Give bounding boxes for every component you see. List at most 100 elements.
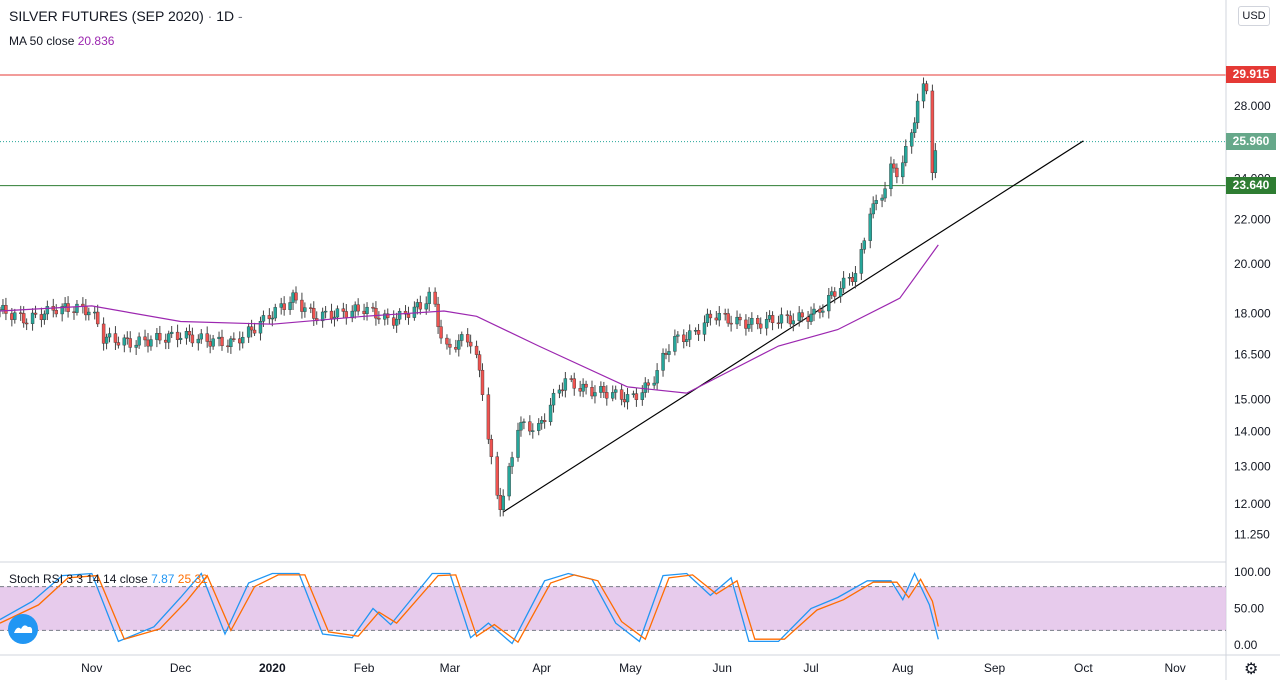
candle-body (770, 315, 775, 324)
candle-body (498, 495, 502, 510)
candle-body (569, 378, 573, 380)
candle-body (300, 299, 304, 312)
candle-body (785, 314, 790, 316)
candle-body (821, 310, 825, 313)
candle-body (303, 307, 307, 312)
candle-body (602, 386, 606, 393)
candle-body (806, 316, 810, 322)
candle-body (391, 317, 396, 326)
candle-body (19, 312, 23, 314)
candle-body (619, 389, 624, 400)
candle-body (134, 344, 138, 348)
stoch-d-line[interactable] (0, 574, 939, 644)
candle-body (682, 334, 686, 342)
stoch-tick-label: 50.00 (1234, 602, 1264, 616)
candle-body (279, 303, 283, 308)
candle-body (190, 334, 195, 344)
ma50-line[interactable] (0, 244, 939, 394)
price-tick-label: 11.250 (1234, 527, 1270, 541)
stoch-k-line[interactable] (0, 571, 939, 645)
price-pane[interactable] (0, 74, 1226, 517)
candle-body (676, 334, 680, 337)
candle-body (830, 291, 834, 296)
symbol-legend[interactable]: SILVER FUTURES (SEP 2020) · 1D - (9, 8, 243, 24)
candle-body (726, 313, 730, 324)
candle-body (809, 313, 813, 322)
candle-body (267, 315, 272, 320)
price-tick-label: 20.000 (1234, 257, 1271, 271)
candle-body (146, 339, 150, 347)
candle-body (241, 336, 245, 344)
currency-button[interactable]: USD (1238, 6, 1270, 26)
tradingview-logo-icon[interactable] (8, 614, 38, 644)
candle-body (252, 329, 257, 334)
candle-body (531, 430, 535, 432)
candle-body (613, 389, 618, 393)
candle-body (880, 197, 884, 201)
candle-body (350, 310, 354, 319)
candle-body (45, 306, 50, 315)
price-tick-label: 14.000 (1234, 425, 1271, 439)
candle-body (454, 347, 458, 350)
time-tick-label: May (619, 661, 642, 675)
candle-body (853, 273, 858, 282)
candle-body (288, 302, 292, 310)
candle-body (175, 331, 180, 340)
candle-body (39, 314, 44, 320)
candle-body (915, 100, 920, 124)
candle-body (312, 308, 316, 319)
candle-body (667, 351, 671, 355)
candle-body (904, 146, 908, 163)
candle-body (457, 340, 461, 350)
time-tick-label: Dec (170, 661, 191, 675)
candle-body (433, 291, 437, 305)
candle-body (341, 308, 346, 312)
ma-legend[interactable]: MA 50 close 20.836 (9, 34, 114, 48)
candle-body (528, 421, 532, 432)
candle-body (246, 326, 251, 338)
candle-body (356, 304, 360, 312)
candle-body (282, 303, 286, 310)
candle-body (859, 249, 864, 274)
candle-body (143, 336, 147, 341)
price-axis[interactable]: 28.00024.00022.00020.00018.00016.50015.0… (1234, 99, 1271, 541)
candle-body (643, 382, 647, 393)
candle-body (841, 277, 846, 289)
candle-body (374, 308, 378, 319)
candle-body (705, 313, 710, 324)
candle-body (353, 304, 357, 312)
time-tick-label: Sep (984, 661, 1006, 675)
candle-body (220, 336, 224, 347)
time-tick-label: Jun (713, 661, 732, 675)
candle-body (24, 322, 29, 325)
candle-body (205, 333, 209, 342)
time-axis[interactable]: Nov Dec 2020 Feb Mar Apr May Jun Jul Aug Sep Oct Nov (81, 661, 1186, 675)
candle-body (625, 394, 630, 403)
candle-body (563, 378, 568, 391)
support-price-tag: 23.640 (1226, 177, 1276, 194)
candle-body (104, 336, 109, 344)
candle-body (164, 339, 168, 343)
candle-body (501, 495, 505, 510)
candle-body (605, 392, 609, 399)
candle-body (415, 302, 420, 308)
candle-body (75, 303, 79, 313)
candle-body (335, 308, 340, 318)
stoch-rsi-pane[interactable]: 100.00 50.00 0.00 (0, 565, 1271, 652)
stoch-legend[interactable]: Stoch RSI 3 3 14 14 close 7.87 25.32 (9, 572, 208, 586)
candle-body (270, 317, 275, 320)
candle-body (921, 83, 926, 102)
candle-body (933, 150, 938, 173)
candle-body (578, 388, 582, 392)
candle-body (495, 456, 499, 496)
candle-body (714, 317, 719, 321)
candle-body (791, 320, 795, 325)
candle-body (238, 338, 242, 344)
candle-body (4, 305, 8, 314)
stoch-d-value: 25.32 (177, 572, 208, 586)
candle-body (125, 337, 129, 340)
candle-body (622, 399, 627, 403)
candle-body (158, 333, 162, 341)
gear-icon[interactable]: ⚙ (1244, 661, 1259, 678)
